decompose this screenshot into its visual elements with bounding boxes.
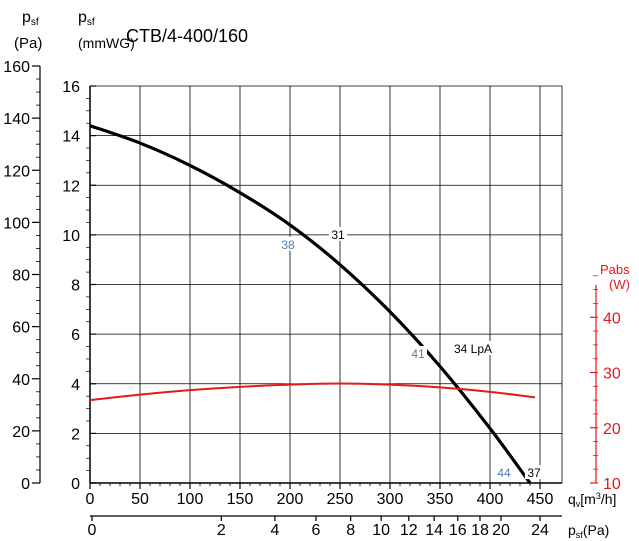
- chart-title: CTB/4-400/160: [126, 26, 248, 46]
- annotation-bg: [495, 465, 513, 480]
- y-mmwg-tick-label: 2: [71, 426, 80, 443]
- y-pa-tick-label: 100: [3, 215, 30, 232]
- x2-tick-label: 18: [471, 522, 489, 539]
- x-tick-label: 200: [277, 491, 304, 508]
- annotation-bg: [279, 236, 297, 251]
- x2-tick-label: 14: [425, 522, 443, 539]
- annotation-label: 34 LpA: [454, 342, 492, 356]
- svg-text:qv[m3/h]: qv[m3/h]: [568, 491, 616, 509]
- annotation-bg: [525, 465, 543, 480]
- axes: [39, 66, 597, 517]
- x-tick-label: 50: [131, 491, 149, 508]
- x2-tick-label: 12: [400, 522, 418, 539]
- y-axis-pa-label: psf (Pa): [14, 9, 42, 52]
- annotation-bg: [450, 341, 496, 356]
- y-axis-right-label: Pabs (W): [600, 262, 630, 292]
- x2-tick-label: 20: [492, 522, 510, 539]
- annotation-label: 31: [331, 228, 345, 242]
- x2-axis-label: psf(Pa): [568, 522, 609, 540]
- x-axis-label: qv[m3/h]: [568, 491, 616, 509]
- y-mmwg-tick-label: 8: [71, 278, 80, 295]
- annotation-bg: [329, 226, 347, 241]
- svg-text:psf: psf: [22, 9, 39, 28]
- y-pa-tick-label: 140: [3, 111, 30, 128]
- y-mmwg-tick-label: 16: [62, 79, 80, 96]
- annotation-label: 44: [497, 466, 511, 480]
- power-curve: [89, 382, 536, 402]
- x-tick-label: 0: [86, 491, 95, 508]
- y-right-tick-label: 30: [603, 366, 621, 383]
- y-right-tick-label: 20: [603, 421, 621, 438]
- x-tick-label: 450: [527, 491, 554, 508]
- x2-tick-label: 4: [270, 522, 279, 539]
- y-mmwg-tick-label: 4: [71, 377, 80, 394]
- y-pa-tick-label: 60: [12, 320, 30, 337]
- svg-text:psf(Pa): psf(Pa): [568, 522, 609, 540]
- x-tick-label: 250: [327, 491, 354, 508]
- y-right-tick-label: 10: [603, 476, 621, 493]
- x2-tick-label: 24: [531, 522, 549, 539]
- x-tick-label: 150: [227, 491, 254, 508]
- y-pa-tick-label: 40: [12, 372, 30, 389]
- y-pa-tick-label: 160: [3, 59, 30, 76]
- y-pa-tick-label: 20: [12, 424, 30, 441]
- ticks: 0204060801001201401600246810121416102030…: [3, 59, 621, 539]
- annotation-label: 38: [281, 238, 295, 252]
- y-right-tick-label: 40: [603, 310, 621, 327]
- svg-text:Pabs: Pabs: [600, 262, 630, 277]
- y-mmwg-tick-label: 10: [62, 228, 80, 245]
- x-tick-label: 350: [427, 491, 454, 508]
- x2-tick-label: 8: [346, 522, 355, 539]
- x2-tick-label: 6: [312, 522, 321, 539]
- y-mmwg-tick-label: 12: [62, 178, 80, 195]
- y-mmwg-tick-label: 6: [71, 327, 80, 344]
- grid: [89, 85, 563, 484]
- annotation-label: 37: [527, 466, 541, 480]
- svg-text:(mmWG): (mmWG): [78, 35, 135, 51]
- series: [89, 124, 536, 484]
- y-pa-tick-label: 80: [12, 268, 30, 285]
- svg-text:psf: psf: [78, 9, 95, 28]
- annotation-bg: [409, 345, 427, 360]
- x-tick-label: 300: [377, 491, 404, 508]
- x2-tick-label: 2: [217, 522, 226, 539]
- x-tick-label: 100: [177, 491, 204, 508]
- x-tick-label: 400: [477, 491, 504, 508]
- annotations: 38 31 41 34 LpA 44 37: [279, 226, 543, 480]
- pressure-curve: [89, 124, 532, 484]
- x2-tick-label: 16: [449, 522, 467, 539]
- y-mmwg-tick-label: 0: [71, 476, 80, 493]
- y-axis-mmwg-label: psf (mmWG): [78, 9, 135, 51]
- x2-tick-label: 10: [372, 522, 390, 539]
- annotation-label: 41: [411, 347, 425, 361]
- y-pa-tick-label: 120: [3, 163, 30, 180]
- y-mmwg-tick-label: 14: [62, 129, 80, 146]
- x2-tick-label: 0: [88, 522, 97, 539]
- y-pa-tick-label: 0: [21, 476, 30, 493]
- svg-text:(Pa): (Pa): [14, 35, 42, 52]
- svg-text:(W): (W): [609, 277, 630, 292]
